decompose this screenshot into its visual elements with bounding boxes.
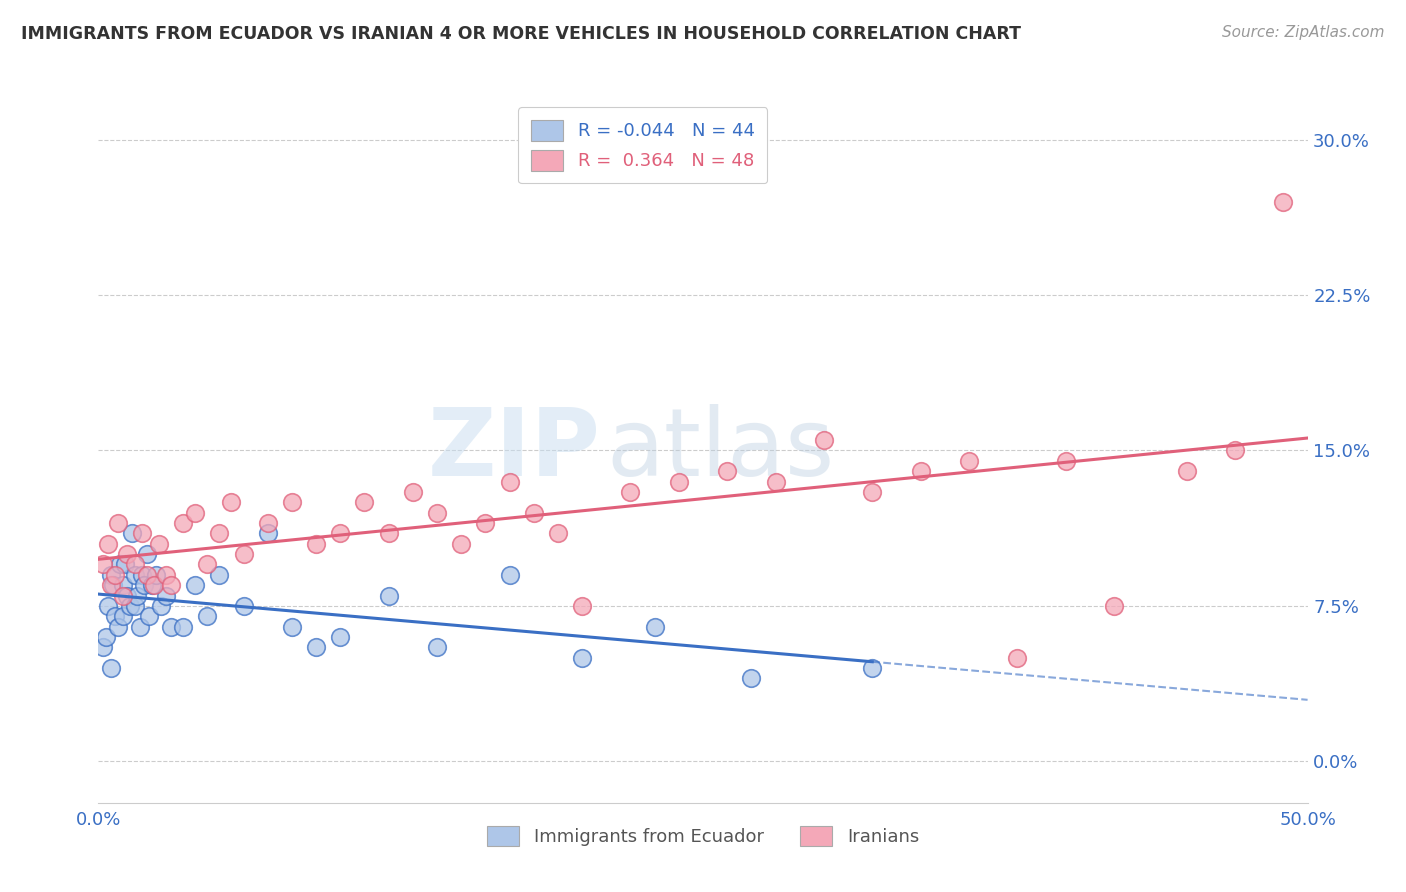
- Point: [141, 578, 163, 592]
- Point: [97, 537, 120, 551]
- Point: [131, 526, 153, 541]
- Point: [474, 516, 496, 530]
- Point: [571, 650, 593, 665]
- Point: [402, 484, 425, 499]
- Point: [104, 609, 127, 624]
- Point: [305, 640, 328, 655]
- Point: [716, 464, 738, 478]
- Point: [547, 526, 569, 541]
- Text: Source: ZipAtlas.com: Source: ZipAtlas.com: [1222, 25, 1385, 40]
- Point: [1175, 464, 1198, 478]
- Point: [184, 578, 207, 592]
- Point: [107, 619, 129, 633]
- Point: [426, 506, 449, 520]
- Point: [860, 661, 883, 675]
- Point: [571, 599, 593, 613]
- Point: [208, 526, 231, 541]
- Point: [377, 589, 399, 603]
- Point: [1102, 599, 1125, 613]
- Point: [813, 433, 835, 447]
- Point: [143, 578, 166, 592]
- Point: [450, 537, 472, 551]
- Point: [195, 558, 218, 572]
- Point: [100, 578, 122, 592]
- Text: IMMIGRANTS FROM ECUADOR VS IRANIAN 4 OR MORE VEHICLES IN HOUSEHOLD CORRELATION C: IMMIGRANTS FROM ECUADOR VS IRANIAN 4 OR …: [21, 25, 1021, 43]
- Point: [860, 484, 883, 499]
- Point: [160, 619, 183, 633]
- Point: [150, 599, 173, 613]
- Point: [134, 578, 156, 592]
- Point: [281, 619, 304, 633]
- Point: [111, 578, 134, 592]
- Point: [377, 526, 399, 541]
- Point: [111, 589, 134, 603]
- Point: [114, 558, 136, 572]
- Point: [104, 567, 127, 582]
- Point: [100, 661, 122, 675]
- Text: ZIP: ZIP: [427, 404, 600, 497]
- Point: [94, 630, 117, 644]
- Point: [256, 526, 278, 541]
- Point: [91, 640, 114, 655]
- Point: [910, 464, 932, 478]
- Point: [668, 475, 690, 489]
- Point: [740, 672, 762, 686]
- Point: [232, 599, 254, 613]
- Point: [1272, 194, 1295, 209]
- Point: [117, 589, 139, 603]
- Point: [329, 526, 352, 541]
- Point: [138, 609, 160, 624]
- Point: [155, 567, 177, 582]
- Point: [97, 599, 120, 613]
- Point: [957, 454, 980, 468]
- Point: [232, 547, 254, 561]
- Point: [135, 567, 157, 582]
- Point: [148, 537, 170, 551]
- Point: [121, 526, 143, 541]
- Point: [128, 619, 150, 633]
- Point: [498, 475, 520, 489]
- Point: [160, 578, 183, 592]
- Point: [155, 589, 177, 603]
- Point: [124, 558, 146, 572]
- Point: [1223, 443, 1246, 458]
- Point: [765, 475, 787, 489]
- Point: [117, 547, 139, 561]
- Point: [644, 619, 666, 633]
- Point: [172, 516, 194, 530]
- Point: [124, 567, 146, 582]
- Point: [118, 599, 141, 613]
- Point: [91, 558, 114, 572]
- Legend: Immigrants from Ecuador, Iranians: Immigrants from Ecuador, Iranians: [477, 814, 929, 857]
- Point: [108, 558, 131, 572]
- Point: [353, 495, 375, 509]
- Point: [523, 506, 546, 520]
- Point: [135, 547, 157, 561]
- Point: [107, 516, 129, 530]
- Point: [172, 619, 194, 633]
- Point: [1054, 454, 1077, 468]
- Point: [100, 567, 122, 582]
- Point: [208, 567, 231, 582]
- Point: [619, 484, 641, 499]
- Point: [131, 567, 153, 582]
- Point: [101, 578, 124, 592]
- Point: [145, 567, 167, 582]
- Point: [1007, 650, 1029, 665]
- Point: [281, 495, 304, 509]
- Point: [111, 609, 134, 624]
- Point: [127, 589, 149, 603]
- Text: atlas: atlas: [606, 404, 835, 497]
- Point: [221, 495, 243, 509]
- Point: [184, 506, 207, 520]
- Point: [426, 640, 449, 655]
- Point: [329, 630, 352, 644]
- Point: [305, 537, 328, 551]
- Point: [195, 609, 218, 624]
- Point: [256, 516, 278, 530]
- Point: [124, 599, 146, 613]
- Point: [498, 567, 520, 582]
